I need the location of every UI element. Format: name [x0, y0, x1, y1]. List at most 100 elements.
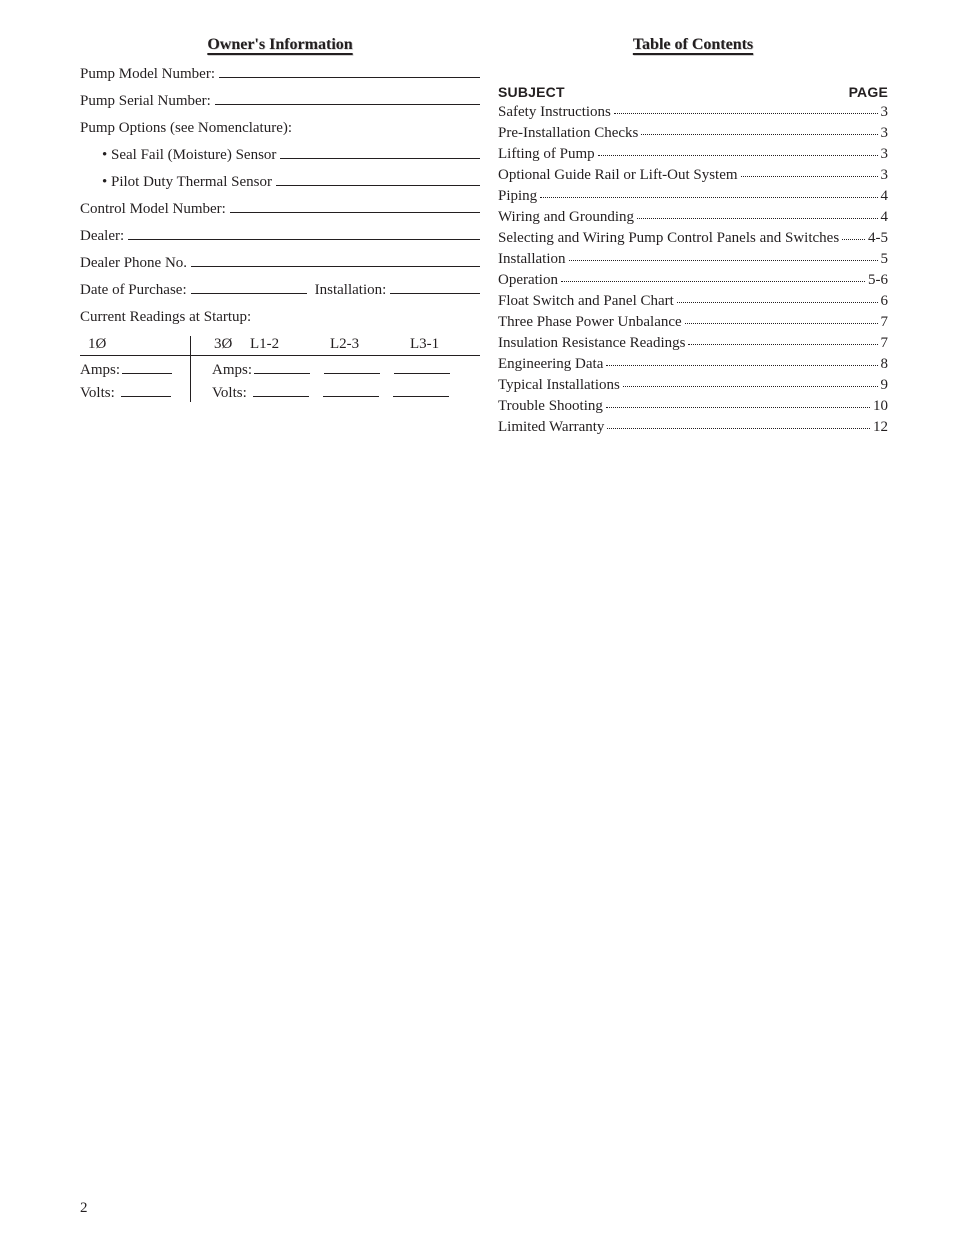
toc-header-row: SUBJECT PAGE	[498, 84, 888, 100]
toc-item-page: 4	[881, 188, 889, 205]
toc-item-label: Pre-Installation Checks	[498, 125, 638, 142]
toc-leader-dots	[606, 365, 877, 366]
pump-options-header: Pump Options (see Nomenclature):	[80, 120, 480, 137]
amps-3p-label: Amps:	[212, 362, 252, 379]
volts-1p-blank[interactable]	[121, 385, 171, 397]
toc-item: Trouble Shooting10	[498, 398, 888, 415]
pump-serial-label: Pump Serial Number:	[80, 93, 211, 110]
dealer-line: Dealer:	[80, 228, 480, 245]
pump-model-blank[interactable]	[219, 66, 480, 78]
toc-item: Wiring and Grounding4	[498, 209, 888, 226]
toc-item-label: Limited Warranty	[498, 419, 604, 436]
toc-leader-dots	[637, 218, 877, 219]
readings-table: 1Ø 3Ø L1-2 L2-3 L3-1 Amps: Amps:	[80, 336, 480, 402]
readings-header-label: Current Readings at Startup:	[80, 309, 251, 326]
volts-3p-cell: Volts:	[190, 385, 449, 402]
amps-3p-cell: Amps:	[190, 362, 450, 379]
col-l23: L2-3	[330, 336, 410, 355]
pilot-duty-blank[interactable]	[276, 174, 480, 186]
toc-leader-dots	[688, 344, 877, 345]
volts-l12-blank[interactable]	[253, 385, 309, 397]
table-of-contents-column: Table of Contents SUBJECT PAGE Safety In…	[498, 36, 888, 440]
volts-l23-blank[interactable]	[323, 385, 379, 397]
toc-leader-dots	[540, 197, 877, 198]
col-l31: L3-1	[410, 336, 470, 355]
toc-list: Safety Instructions3 Pre-Installation Che…	[498, 104, 888, 436]
page: Owner's Information Pump Model Number: P…	[0, 0, 954, 1253]
amps-l31-blank[interactable]	[394, 362, 450, 374]
toc-item: Lifting of Pump3	[498, 146, 888, 163]
pump-serial-blank[interactable]	[215, 93, 480, 105]
readings-header-line: Current Readings at Startup:	[80, 309, 480, 326]
toc-leader-dots	[641, 134, 877, 135]
toc-item: Optional Guide Rail or Lift-Out System3	[498, 167, 888, 184]
toc-item-label: Wiring and Grounding	[498, 209, 634, 226]
col-l12: L1-2	[250, 336, 330, 355]
toc-item: Operation5-6	[498, 272, 888, 289]
toc-item-page: 10	[873, 398, 888, 415]
toc-item-page: 8	[881, 356, 889, 373]
toc-item: Three Phase Power Unbalance7	[498, 314, 888, 331]
owners-information-column: Owner's Information Pump Model Number: P…	[80, 36, 480, 402]
toc-item-label: Lifting of Pump	[498, 146, 595, 163]
toc-leader-dots	[561, 281, 865, 282]
toc-title: Table of Contents	[498, 36, 888, 54]
amps-1p-blank[interactable]	[122, 362, 172, 374]
dealer-label: Dealer:	[80, 228, 124, 245]
toc-leader-dots	[614, 113, 878, 114]
seal-fail-blank[interactable]	[280, 147, 480, 159]
installation-blank[interactable]	[390, 282, 480, 294]
readings-col-headers: 1Ø 3Ø L1-2 L2-3 L3-1	[80, 336, 480, 356]
toc-leader-dots	[606, 407, 870, 408]
installation-label: Installation:	[315, 282, 387, 299]
col-3phase: 3Ø	[190, 336, 250, 355]
toc-leader-dots	[741, 176, 878, 177]
page-number: 2	[80, 440, 888, 1217]
toc-item-page: 7	[881, 314, 889, 331]
toc-item-label: Engineering Data	[498, 356, 603, 373]
amps-l12-blank[interactable]	[254, 362, 310, 374]
date-install-line: Date of Purchase: Installation:	[80, 282, 480, 299]
toc-header-page: PAGE	[849, 84, 888, 100]
control-model-label: Control Model Number:	[80, 201, 226, 218]
toc-item-page: 3	[881, 104, 889, 121]
date-purchase-blank[interactable]	[191, 282, 307, 294]
toc-item: Typical Installations9	[498, 377, 888, 394]
toc-item-page: 3	[881, 125, 889, 142]
amps-l23-blank[interactable]	[324, 362, 380, 374]
toc-item-label: Float Switch and Panel Chart	[498, 293, 674, 310]
toc-item: Piping4	[498, 188, 888, 205]
pilot-duty-label: • Pilot Duty Thermal Sensor	[102, 174, 272, 191]
toc-item: Selecting and Wiring Pump Control Panels…	[498, 230, 888, 247]
toc-leader-dots	[569, 260, 878, 261]
volts-l31-blank[interactable]	[393, 385, 449, 397]
toc-header-subject: SUBJECT	[498, 84, 565, 100]
toc-item: Insulation Resistance Readings7	[498, 335, 888, 352]
toc-item: Limited Warranty12	[498, 419, 888, 436]
toc-item: Engineering Data 8	[498, 356, 888, 373]
toc-leader-dots	[677, 302, 878, 303]
pump-model-label: Pump Model Number:	[80, 66, 215, 83]
toc-item: Safety Instructions3	[498, 104, 888, 121]
toc-item: Installation5	[498, 251, 888, 268]
seal-fail-line: • Seal Fail (Moisture) Sensor	[80, 147, 480, 164]
toc-item: Float Switch and Panel Chart6	[498, 293, 888, 310]
dealer-phone-blank[interactable]	[191, 255, 480, 267]
amps-1p-label: Amps:	[80, 362, 120, 379]
toc-item-page: 4-5	[868, 230, 888, 247]
toc-item-label: Selecting and Wiring Pump Control Panels…	[498, 230, 839, 247]
dealer-phone-label: Dealer Phone No.	[80, 255, 187, 272]
dealer-phone-line: Dealer Phone No.	[80, 255, 480, 272]
volts-3p-label: Volts:	[212, 385, 247, 402]
toc-item-label: Typical Installations	[498, 377, 620, 394]
toc-leader-dots	[607, 428, 870, 429]
volts-1p-label: Volts:	[80, 385, 115, 402]
toc-leader-dots	[842, 239, 865, 240]
toc-item-page: 3	[881, 167, 889, 184]
toc-leader-dots	[685, 323, 878, 324]
control-model-blank[interactable]	[230, 201, 480, 213]
volts-1p-cell: Volts:	[80, 385, 190, 402]
owners-info-title: Owner's Information	[80, 36, 480, 54]
dealer-blank[interactable]	[128, 228, 480, 240]
readings-divider	[190, 336, 191, 402]
